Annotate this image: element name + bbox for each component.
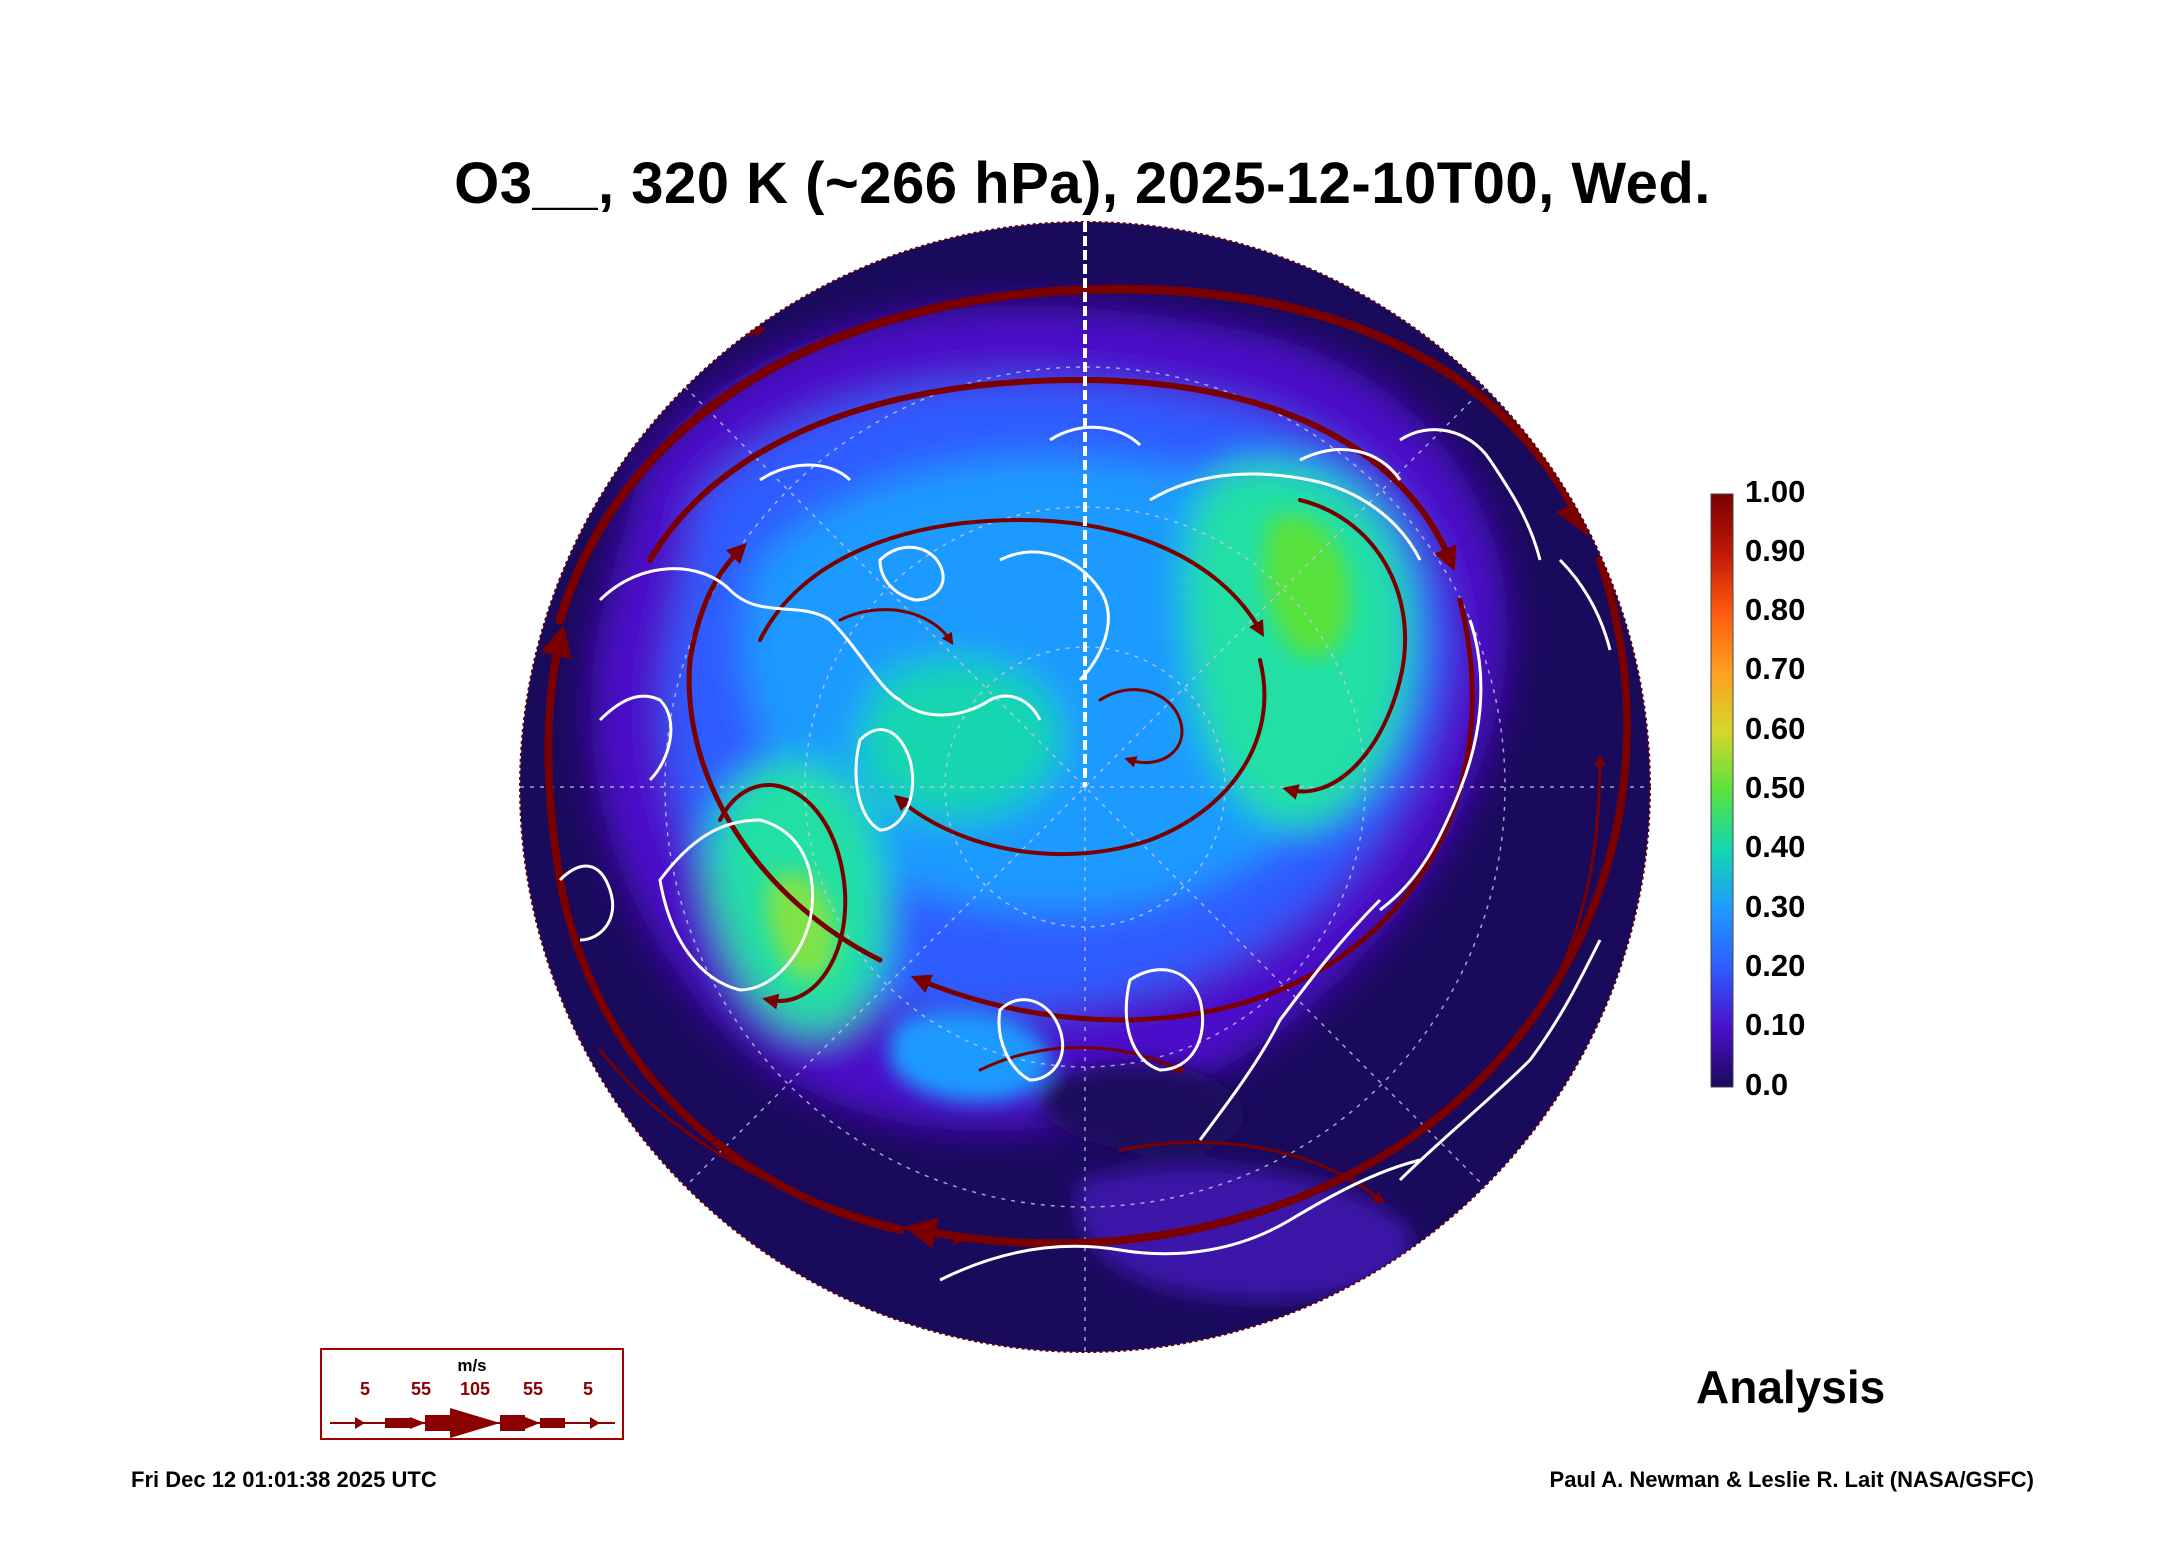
colorbar-label: 0.0 [1745,1067,1789,1102]
colorbar [1710,493,1734,1088]
credit: Paul A. Newman & Leslie R. Lait (NASA/GS… [1549,1467,2034,1492]
timestamp: Fri Dec 12 01:01:38 2025 UTC [131,1467,437,1492]
map-boundary [519,221,1651,1353]
wind-legend-arrow [330,1408,615,1438]
coastlines [558,425,1612,1282]
wind-speed-legend: m/s 5 55 105 55 5 [320,1348,624,1440]
colorbar-label: 0.80 [1745,592,1806,627]
colorbar-label: 0.20 [1745,948,1806,983]
analysis-label: Analysis [1696,1361,1886,1413]
colorbar-label: 0.30 [1745,889,1806,924]
wind-legend-value: 5 [359,1379,371,1399]
chart-title: O3__, 320 K (~266 hPa), 2025-12-10T00, W… [454,151,1711,216]
colorbar-label: 0.60 [1745,711,1806,746]
colorbar-label: 1.00 [1745,474,1806,509]
wind-legend-value: 55 [410,1379,432,1399]
colorbar-label: 0.40 [1745,829,1806,864]
wind-legend-unit: m/s [457,1356,487,1375]
colorbar-label: 0.10 [1745,1007,1806,1042]
wind-legend-value: 5 [582,1379,594,1399]
colorbar-label: 0.50 [1745,770,1806,805]
colorbar-label: 0.70 [1745,651,1806,686]
colorbar-label: 0.90 [1745,533,1806,568]
wind-legend-value: 105 [459,1379,491,1399]
wind-legend-value: 55 [522,1379,544,1399]
